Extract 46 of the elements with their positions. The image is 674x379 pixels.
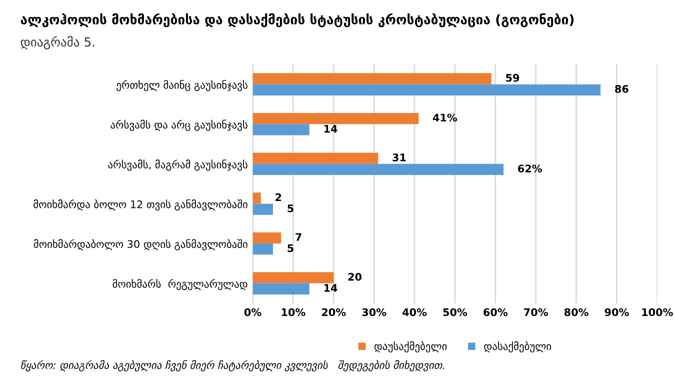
x-tick-label: 30% — [362, 308, 386, 316]
bar — [252, 73, 492, 84]
y-tick-label: მოიხმარს რეგულარულად — [112, 278, 248, 290]
data-label: 59 — [506, 74, 520, 82]
data-label: 14 — [324, 284, 338, 292]
data-label: 5 — [288, 244, 294, 252]
chart-title: ალკოჰოლის მოხმარებისა და დასაქმების სტატუსის კროსტაბულაცია (გოგონები) — [20, 13, 574, 28]
y-tick-label: მოიხმარდაბოლო 30 დღის განმავლობაში — [34, 239, 248, 250]
y-tick-label: არსვამს და არც გაუსინჯავს — [110, 120, 248, 131]
legend-label: დაუსაქმებელი — [374, 341, 447, 352]
data-label: 2 — [276, 193, 282, 202]
data-label: 31 — [392, 153, 406, 162]
bar — [252, 152, 378, 164]
y-tick-label: ერთხელ მაინც გაუსინჯავს — [116, 80, 248, 92]
x-tick-label: 60% — [484, 308, 508, 316]
bar — [252, 204, 273, 215]
text: წყარო: დიაგრამა აგებულია ჩვენ მიერ ჩატარებული კვლევის შედეგების მიხედვით. — [21, 360, 444, 372]
data-label: 86 — [615, 85, 628, 93]
bar — [252, 272, 334, 284]
x-tick-label: 0% — [244, 308, 262, 316]
x-tick-label: 70% — [524, 308, 548, 316]
bar — [252, 164, 504, 176]
bar — [252, 283, 310, 294]
data-label: 41% — [432, 114, 458, 122]
text: დიაგრამა 5. — [20, 36, 94, 50]
x-tick-label: 90% — [604, 308, 629, 316]
legend-label: დასაქმებული — [484, 341, 552, 352]
bar — [252, 244, 273, 255]
bar — [252, 192, 261, 204]
data-label: 14 — [324, 124, 338, 133]
data-label: 5 — [288, 204, 294, 212]
bar — [252, 84, 601, 96]
x-tick-label: 100% — [642, 308, 673, 316]
data-label: 20 — [348, 272, 362, 281]
data-label: 62% — [518, 164, 542, 173]
y-tick-label: მოიხმარდა ბოლო 12 თვის განმავლობაში — [34, 199, 248, 211]
bar — [252, 124, 310, 136]
x-tick-label: 80% — [564, 308, 588, 316]
x-tick-label: 10% — [282, 308, 306, 316]
bar — [252, 112, 419, 124]
y-tick-label: არსვამს, მაგრამ გაუსინჯავს — [108, 160, 248, 171]
data-label: 7 — [296, 233, 302, 241]
bar — [252, 232, 282, 244]
x-tick-label: 40% — [402, 308, 427, 316]
x-tick-label: 20% — [322, 308, 346, 316]
x-tick-label: 50% — [443, 308, 468, 316]
